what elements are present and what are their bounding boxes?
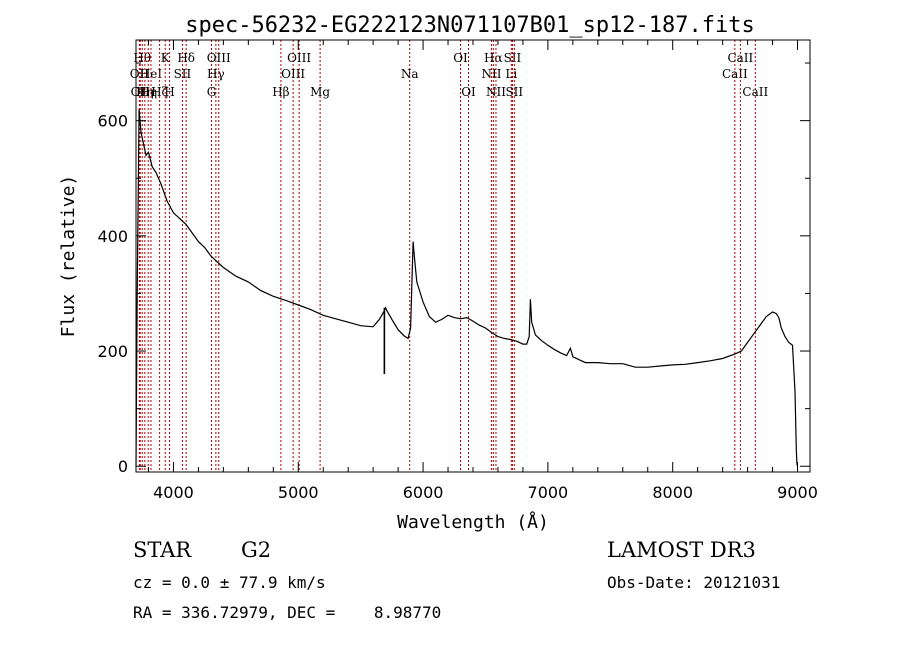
y-tick-label: 200 <box>97 342 128 361</box>
x-tick-label: 4000 <box>153 483 194 502</box>
spectrum-line <box>135 109 799 467</box>
spectral-line-label: H <box>164 85 174 99</box>
spectral-line-label: Hη <box>139 85 157 99</box>
spectral-line-label: SII <box>505 85 523 99</box>
y-tick-label: 0 <box>118 457 128 476</box>
spectral-line-label: CaII <box>722 67 748 81</box>
spectral-line-label: Hα <box>484 51 503 65</box>
spectral-line-label: SII <box>174 67 192 81</box>
spectral-line-label: SII <box>504 51 522 65</box>
spectral-line-label: Li <box>505 67 517 81</box>
y-tick-label: 600 <box>97 112 128 131</box>
spectral-line-label: Na <box>401 67 419 81</box>
spectral-line-label: CaII <box>742 85 768 99</box>
x-tick-label: 6000 <box>403 483 444 502</box>
x-tick-label: 8000 <box>652 483 693 502</box>
spectral-line-label: HeI <box>140 67 163 81</box>
object-class: STAR <box>133 538 192 562</box>
obs-date-text: Obs-Date: 20121031 <box>607 573 781 592</box>
x-tick-label: 7000 <box>528 483 569 502</box>
spectral-line-label: OIII <box>287 51 311 65</box>
spectral-line-label: OI <box>461 85 476 99</box>
spectral-line-label: K <box>161 51 171 65</box>
plot-frame <box>135 39 811 473</box>
y-axis-label: Flux (relative) <box>58 175 79 338</box>
x-axis-label: Wavelength (Å) <box>397 511 549 533</box>
spectral-line-label: CaII <box>727 51 753 65</box>
spectral-line-label: OIII <box>281 67 305 81</box>
object-subclass: G2 <box>241 538 272 562</box>
spectral-line-label: Hβ <box>272 85 289 99</box>
chart-title: spec-56232-EG222123N071107B01_sp12-187.f… <box>185 13 755 38</box>
radec-text: RA = 336.72979, DEC = 8.98770 <box>133 603 442 622</box>
spectral-line-label: OIII <box>207 51 231 65</box>
x-tick-label: 5000 <box>278 483 319 502</box>
spectral-line-label: Hη <box>136 85 154 99</box>
spectral-line-label: NII <box>486 85 506 99</box>
redshift-text: cz = 0.0 ± 77.9 km/s <box>133 573 326 592</box>
spectral-line-label: Hζ <box>151 85 168 99</box>
spectral-line-label: G <box>207 85 217 99</box>
spectral-line-label: OI <box>453 51 468 65</box>
spectral-line-label: Mg <box>310 85 330 99</box>
spectral-line-label: Hθ <box>133 51 151 65</box>
spectral-line-label: Hγ <box>207 67 225 81</box>
survey-label: LAMOST DR3 <box>607 538 756 562</box>
spectral-line-label: Hδ <box>177 51 195 65</box>
y-tick-label: 400 <box>97 227 128 246</box>
spectral-line-label: NII <box>481 67 501 81</box>
x-tick-label: 9000 <box>777 483 818 502</box>
